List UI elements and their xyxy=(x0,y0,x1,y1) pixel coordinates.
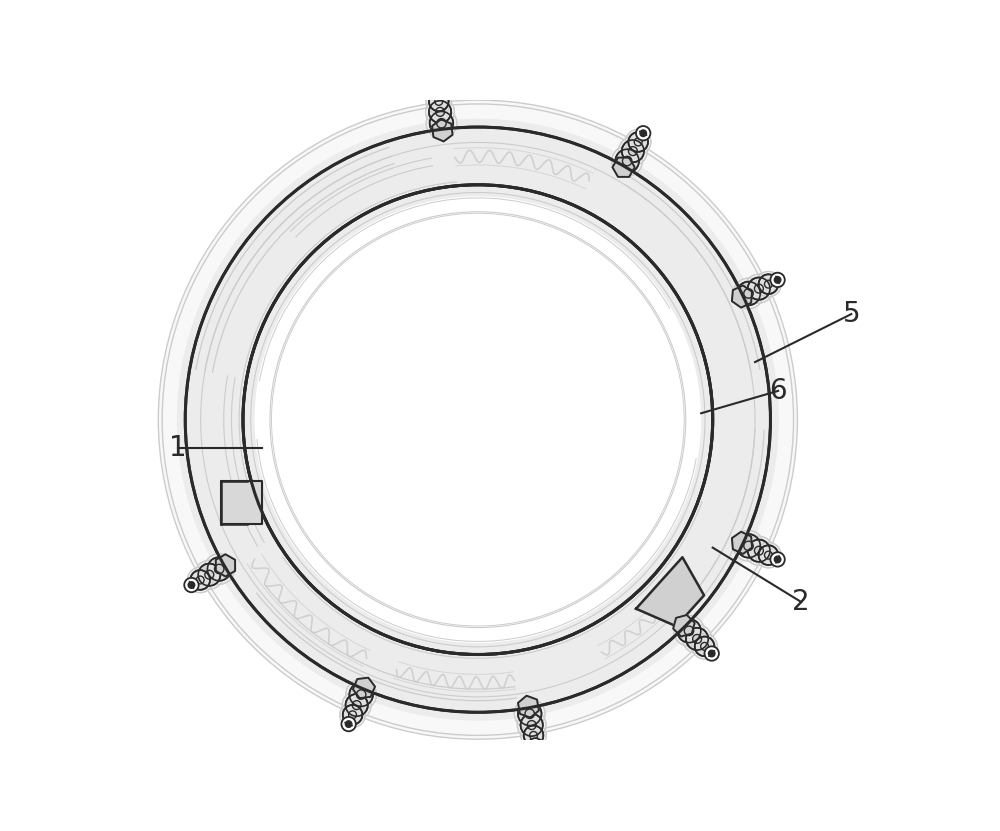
Circle shape xyxy=(774,556,781,563)
Circle shape xyxy=(622,140,644,162)
Polygon shape xyxy=(518,696,539,718)
Circle shape xyxy=(744,536,773,565)
Circle shape xyxy=(770,553,785,567)
Circle shape xyxy=(198,563,220,586)
Circle shape xyxy=(733,278,764,309)
Circle shape xyxy=(692,633,717,659)
Polygon shape xyxy=(636,558,704,627)
Circle shape xyxy=(618,136,647,165)
Circle shape xyxy=(346,679,376,710)
Circle shape xyxy=(345,720,352,727)
Circle shape xyxy=(748,278,770,300)
Circle shape xyxy=(349,683,373,706)
Circle shape xyxy=(708,650,715,656)
Circle shape xyxy=(190,570,210,590)
Circle shape xyxy=(158,100,797,740)
Circle shape xyxy=(517,711,546,740)
Circle shape xyxy=(615,150,639,173)
Circle shape xyxy=(430,111,453,135)
Circle shape xyxy=(532,742,539,749)
Polygon shape xyxy=(178,120,778,720)
Circle shape xyxy=(612,145,642,176)
Circle shape xyxy=(429,101,451,123)
Circle shape xyxy=(518,702,541,725)
Circle shape xyxy=(770,273,785,287)
Circle shape xyxy=(737,534,760,558)
Circle shape xyxy=(756,272,781,297)
Circle shape xyxy=(204,553,235,584)
Circle shape xyxy=(636,126,650,140)
Circle shape xyxy=(341,717,356,731)
Polygon shape xyxy=(673,615,695,637)
Polygon shape xyxy=(614,130,649,176)
Circle shape xyxy=(686,627,708,650)
Circle shape xyxy=(744,274,773,303)
Circle shape xyxy=(625,129,651,155)
Circle shape xyxy=(759,545,778,565)
Circle shape xyxy=(430,84,445,99)
Circle shape xyxy=(434,88,441,95)
Text: 2: 2 xyxy=(792,588,810,616)
Circle shape xyxy=(343,705,362,725)
Circle shape xyxy=(737,282,760,305)
Circle shape xyxy=(528,738,542,753)
Circle shape xyxy=(426,108,457,139)
Polygon shape xyxy=(221,481,262,524)
Circle shape xyxy=(429,91,449,111)
Circle shape xyxy=(695,637,714,656)
Circle shape xyxy=(426,89,452,114)
Circle shape xyxy=(521,723,546,748)
Text: 5: 5 xyxy=(842,300,860,328)
Circle shape xyxy=(207,558,231,581)
Circle shape xyxy=(674,616,704,647)
Circle shape xyxy=(705,647,719,661)
Circle shape xyxy=(346,694,368,716)
Circle shape xyxy=(524,725,543,745)
Polygon shape xyxy=(353,678,375,698)
Polygon shape xyxy=(732,285,752,307)
Circle shape xyxy=(340,702,365,728)
Text: 6: 6 xyxy=(769,377,787,405)
Polygon shape xyxy=(188,556,235,591)
Circle shape xyxy=(184,578,199,593)
Circle shape xyxy=(271,214,684,626)
Polygon shape xyxy=(733,273,781,306)
Polygon shape xyxy=(342,679,373,727)
Text: 1: 1 xyxy=(169,435,186,462)
Circle shape xyxy=(255,196,701,643)
Circle shape xyxy=(188,582,195,588)
Circle shape xyxy=(759,274,778,294)
Polygon shape xyxy=(732,532,752,554)
Polygon shape xyxy=(733,534,781,566)
Polygon shape xyxy=(216,554,235,577)
Circle shape xyxy=(733,530,764,561)
Polygon shape xyxy=(612,158,635,177)
Circle shape xyxy=(756,543,781,568)
Circle shape xyxy=(683,624,712,653)
Circle shape xyxy=(426,97,455,126)
Circle shape xyxy=(640,130,646,136)
Circle shape xyxy=(514,698,545,729)
Polygon shape xyxy=(432,120,453,141)
Circle shape xyxy=(187,568,213,593)
Circle shape xyxy=(628,132,648,152)
Circle shape xyxy=(748,539,770,562)
Circle shape xyxy=(774,277,781,283)
Circle shape xyxy=(342,691,371,720)
Circle shape xyxy=(195,560,224,589)
Polygon shape xyxy=(430,91,450,138)
Polygon shape xyxy=(520,699,542,746)
Polygon shape xyxy=(674,616,717,659)
Circle shape xyxy=(677,619,701,642)
Circle shape xyxy=(521,714,543,736)
